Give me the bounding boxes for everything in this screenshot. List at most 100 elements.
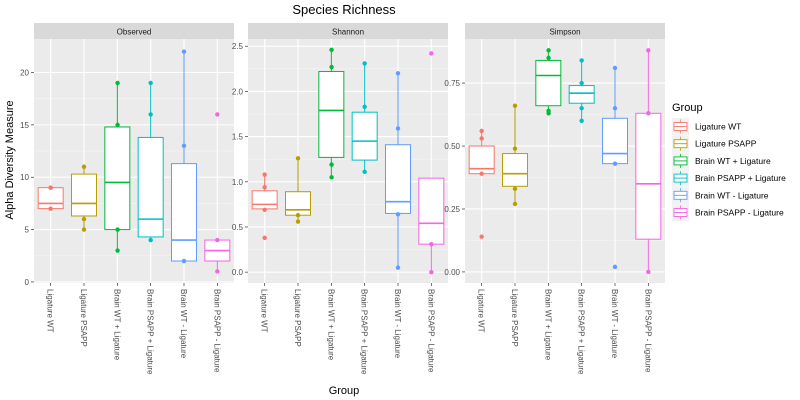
x-tick-label: Brain PSAPP - Ligature: [426, 289, 435, 373]
data-point: [81, 216, 87, 222]
box-iqr: [318, 71, 345, 158]
y-tick-label: 10: [20, 173, 29, 182]
box-brain-psapp-ligature: [568, 58, 595, 124]
data-point: [295, 219, 301, 224]
data-point: [81, 164, 87, 169]
data-point: [479, 171, 484, 176]
y-tick-label: 0.75: [444, 79, 460, 88]
box-brain-wt-ligature: [602, 65, 628, 270]
data-point: [48, 206, 53, 211]
legend-title: Group: [672, 102, 703, 114]
data-point: [395, 126, 401, 131]
x-tick-label: Ligature PSAPP: [510, 289, 519, 347]
box-ligature-psapp: [502, 103, 528, 207]
data-point: [181, 49, 187, 54]
box-iqr: [251, 190, 278, 210]
data-point: [262, 172, 267, 177]
y-tick-label: 0.25: [444, 205, 460, 214]
box-brain-wt-ligature: [318, 47, 345, 180]
box-iqr: [285, 191, 311, 216]
y-tick-label: 0.0: [232, 268, 244, 277]
data-point: [148, 237, 153, 243]
data-point: [395, 71, 401, 76]
data-point: [612, 264, 618, 270]
facet-strip-label: Observed: [117, 28, 152, 37]
y-tick-label: 5: [25, 226, 30, 235]
data-point: [262, 235, 267, 241]
legend-entry-label: Ligature WT: [695, 122, 741, 132]
legend-entry-brain-wt-ligature: Brain WT + Ligature: [672, 152, 771, 170]
y-tick-label: 0.50: [444, 142, 460, 151]
x-tick-label: Brain PSAPP + Ligature: [360, 289, 369, 375]
data-point: [262, 185, 267, 190]
legend-entry-label: Brain WT + Ligature: [695, 156, 771, 166]
data-point: [512, 146, 518, 151]
box-ligature-wt: [37, 185, 64, 211]
x-tick-label: Ligature WT: [477, 289, 486, 333]
data-point: [329, 64, 334, 70]
data-point: [215, 112, 220, 117]
x-tick-label: Brain WT + Ligature: [326, 289, 335, 361]
data-point: [362, 169, 367, 175]
data-point: [48, 185, 53, 190]
box-iqr: [535, 59, 562, 107]
data-point: [479, 128, 484, 134]
legend-entry-brain-wt-ligature: Brain WT - Ligature: [672, 186, 769, 204]
x-tick-label: Brain PSAPP + Ligature: [577, 289, 586, 375]
facet-panel-shannon: Shannon 0.0 0.5 1.0 1.5 2.0 2.5 Ligature WT Liga…: [232, 23, 448, 375]
x-tick-label: Brain PSAPP - Ligature: [212, 289, 221, 373]
data-point: [329, 162, 334, 167]
data-point: [362, 61, 367, 66]
facet-panels: Observed 0 5 10 15 20 Ligature WT Ligature PSAP…: [20, 23, 665, 375]
facet-panel-observed: Observed 0 5 10 15 20 Ligature WT Ligature PSAP…: [20, 23, 234, 375]
data-point: [579, 58, 584, 63]
data-point: [395, 212, 401, 217]
data-point: [329, 175, 334, 180]
data-point: [115, 227, 120, 232]
box-brain-wt-ligature: [171, 49, 197, 264]
x-tick-label: Brain WT - Ligature: [179, 289, 188, 359]
box-ligature-wt: [468, 128, 495, 239]
x-tick-label: Brain WT + Ligature: [543, 289, 552, 361]
box-ligature-psapp: [71, 164, 97, 232]
data-point: [395, 265, 401, 270]
box-iqr: [468, 145, 495, 175]
legend-entry-brain-psapp-ligature: Brain PSAPP - Ligature: [672, 204, 784, 221]
data-point: [546, 48, 551, 53]
box-iqr: [602, 117, 628, 165]
data-point: [612, 161, 618, 166]
data-point: [546, 108, 551, 113]
data-point: [512, 201, 518, 207]
plot-background: [248, 39, 448, 283]
data-point: [646, 48, 651, 53]
box-brain-psapp-ligature: [351, 61, 378, 175]
data-point: [612, 65, 618, 71]
box-ligature-psapp: [285, 156, 311, 224]
box-ligature-wt: [251, 172, 278, 241]
y-tick-label: 20: [20, 69, 29, 78]
data-point: [215, 269, 220, 274]
data-point: [579, 106, 584, 111]
data-point: [579, 118, 584, 124]
x-tick-label: Brain WT + Ligature: [112, 289, 121, 361]
legend-entry-brain-psapp-ligature: Brain PSAPP + Ligature: [672, 169, 786, 187]
legend-entry-label: Brain PSAPP - Ligature: [695, 208, 784, 218]
box-brain-psapp-ligature: [635, 48, 662, 275]
box-iqr: [351, 111, 378, 161]
x-tick-label: Ligature WT: [260, 289, 269, 333]
data-point: [429, 51, 434, 56]
facet-strip-label: Simpson: [549, 28, 580, 37]
legend-entry-ligature-wt: Ligature WT: [672, 118, 741, 135]
y-axis-title: Alpha Diversity Measure: [4, 100, 16, 219]
data-point: [512, 186, 518, 192]
legend-entry-label: Brain WT - Ligature: [695, 190, 769, 200]
data-point: [115, 248, 120, 253]
box-iqr: [71, 173, 97, 217]
plot-background: [34, 39, 234, 283]
data-point: [115, 80, 120, 86]
x-tick-label: Brain PSAPP + Ligature: [146, 289, 155, 375]
box-brain-wt-ligature: [535, 48, 562, 116]
facet-strip: [248, 23, 448, 39]
box-brain-wt-ligature: [385, 71, 411, 270]
